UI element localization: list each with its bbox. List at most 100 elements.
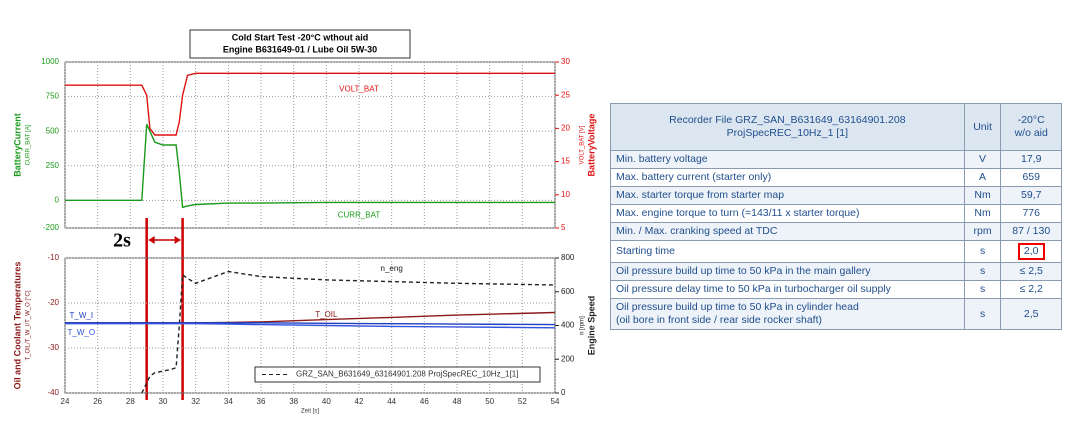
title-box [189, 29, 411, 59]
y2-tick-label: 20 [561, 124, 570, 133]
table-cell: Min. battery voltage [610, 150, 965, 169]
table-row: Oil pressure build up time to 50 kPa in … [610, 262, 1062, 281]
y2-tick-label: 800 [561, 253, 575, 262]
table-cell: Oil pressure build up time to 50 kPa in … [610, 262, 965, 281]
x-tick-label: 32 [191, 397, 200, 406]
table-cell: Max. battery current (starter only) [610, 168, 965, 187]
table-row: Max. starter torque from starter map Nm 59… [610, 186, 1062, 205]
y-axis-sublabel: T_OIL/T_W_I/T_W_O [°C] [26, 290, 32, 360]
table-row: Oil pressure delay time to 50 kPa in tur… [610, 280, 1062, 299]
table-cell: ≤ 2,5 [1000, 262, 1062, 281]
series-line [65, 323, 556, 329]
y2-tick-label: 0 [561, 388, 566, 397]
y2-tick-label: 5 [561, 223, 566, 232]
series-label: VOLT_BAT [339, 84, 379, 93]
x-tick-label: 52 [518, 397, 527, 406]
x-tick-label: 44 [387, 397, 396, 406]
table-cell: A [963, 168, 1002, 187]
y-tick-label: 250 [46, 161, 60, 170]
y-tick-label: -200 [43, 223, 60, 232]
series-line [65, 72, 555, 136]
table-cell: Oil pressure delay time to 50 kPa in tur… [610, 280, 965, 299]
x-tick-label: 26 [93, 397, 102, 406]
series-line [65, 322, 556, 326]
y-tick-label: 500 [46, 126, 60, 135]
series-label: CURR_BAT [338, 210, 381, 219]
series-label: T_W_I [70, 311, 94, 320]
y2-axis-label: BatteryVoltage [586, 114, 596, 177]
y2-tick-label: 15 [561, 157, 570, 166]
x-tick-label: 46 [420, 397, 429, 406]
y-tick-label: -20 [47, 298, 59, 307]
table-cell: 776 [1000, 204, 1062, 223]
series-line [141, 270, 556, 394]
y-tick-label: -40 [47, 388, 59, 397]
y2-axis-sublabel: n [rpm] [580, 316, 586, 335]
chart-subtitle: Engine B631649-01 / Lube Oil 5W-30 [223, 44, 377, 54]
x-tick-label: 38 [289, 397, 298, 406]
y-axis-sublabel: CURR_BAT [A] [26, 124, 32, 165]
legend-text: GRZ_SAN_B631649_63164901.208 ProjSpecREC… [296, 370, 518, 379]
table-cell: 659 [1000, 168, 1062, 187]
table-cell: 59,7 [1000, 186, 1062, 205]
table-cell: s [963, 280, 1002, 299]
chart-title: Cold Start Test -20°C wthout aid [232, 32, 368, 42]
header-row: Recorder File GRZ_SAN_B631649_63164901.2… [610, 103, 1062, 151]
x-tick-label: 30 [159, 397, 168, 406]
x-tick-label: 36 [257, 397, 266, 406]
x-tick-label: 50 [485, 397, 494, 406]
table-cell: 2,0 [1000, 240, 1062, 263]
y2-tick-label: 400 [561, 321, 575, 330]
table-cell: Max. engine torque to turn (=143/11 x st… [610, 204, 965, 223]
series-line [65, 311, 556, 324]
table-cell: 17,9 [1000, 150, 1062, 169]
y-axis-label: Oil and Coolant Temperatures [12, 262, 22, 390]
table-cell: Min. / Max. cranking speed at TDC [610, 222, 965, 241]
series-label: T_OIL [315, 310, 338, 319]
y2-tick-label: 200 [561, 354, 575, 363]
table-cell: 87 / 130 [1000, 222, 1062, 241]
y-tick-label: -10 [47, 253, 59, 262]
table-cell: V [963, 150, 1002, 169]
table-row: Min. battery voltage V 17,9 [610, 150, 1062, 169]
table-cell: rpm [963, 222, 1002, 241]
table-cell: s [963, 298, 1002, 330]
table-cell: s [963, 262, 1002, 281]
legend-box [254, 366, 541, 383]
header-cell: -20°C w/o aid [1000, 103, 1062, 151]
series-line [65, 124, 555, 209]
x-tick-label: 40 [322, 397, 331, 406]
y-tick-label: 750 [46, 92, 60, 101]
table-row: Starting time s 2,0 [610, 240, 1062, 263]
y2-tick-label: 30 [561, 57, 570, 66]
y2-tick-label: 600 [561, 287, 575, 296]
table-cell: s [963, 240, 1002, 263]
x-tick-label: 54 [551, 397, 560, 406]
y-tick-label: -30 [47, 343, 59, 352]
y2-tick-label: 10 [561, 190, 570, 199]
table-row: Oil pressure build up time to 50 kPa in … [610, 298, 1062, 330]
series-label: n_eng [381, 264, 403, 273]
header-cell: Unit [963, 103, 1002, 151]
x-axis-label: Zeit [s] [301, 409, 319, 415]
x-tick-label: 34 [224, 397, 233, 406]
x-tick-label: 48 [453, 397, 462, 406]
table-cell: Starting time [610, 240, 965, 263]
highlighted-value: 2,0 [1017, 243, 1045, 260]
table-cell: Nm [963, 186, 1002, 205]
results-table: Recorder File GRZ_SAN_B631649_63164901.2… [610, 103, 1062, 330]
table-cell: 2,5 [1000, 298, 1062, 330]
chart-area: Cold Start Test -20°C wthout aid Engine … [12, 29, 596, 415]
series-label: T_W_O [68, 328, 96, 337]
table-row: Max. battery current (starter only) A 659 [610, 168, 1062, 187]
y-tick-label: 0 [55, 195, 60, 204]
x-tick-label: 28 [126, 397, 135, 406]
y-axis-label: BatteryCurrent [12, 113, 22, 177]
annotation-text: 2s [113, 230, 131, 252]
table-row: Max. engine torque to turn (=143/11 x st… [610, 204, 1062, 223]
header-cell: Recorder File GRZ_SAN_B631649_63164901.2… [610, 103, 965, 151]
plot-frame [64, 61, 556, 229]
y-tick-label: 1000 [41, 57, 59, 66]
table-row: Min. / Max. cranking speed at TDC rpm 87 /… [610, 222, 1062, 241]
table-cell: Oil pressure build up time to 50 kPa in … [610, 298, 965, 330]
